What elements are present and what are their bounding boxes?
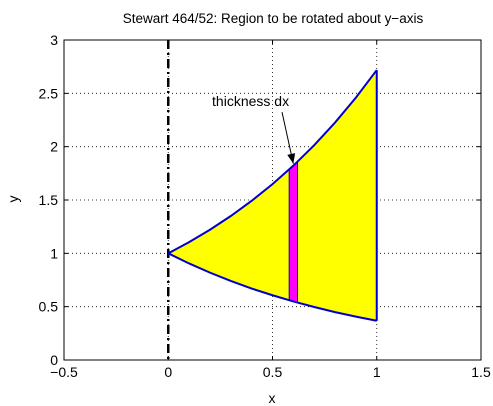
y-tick-label-6: 3: [50, 32, 58, 48]
y-tick-label-3: 1.5: [39, 192, 59, 208]
lower-curve: [167, 252, 377, 322]
axes-layer: −0.5 0 0.5 1 1.500.511.522.53: [39, 32, 491, 380]
x-tick-label-4: 1.5: [471, 364, 491, 380]
upper-curve: [167, 69, 378, 255]
annotation-text: thickness dx: [212, 93, 289, 109]
x-tick-label-2: 0.5: [263, 364, 283, 380]
x-tick-label-0: −0.5: [50, 364, 78, 380]
y-tick-label-4: 2: [50, 139, 58, 155]
region-fill: [168, 70, 377, 321]
x-tick-label-3: 1: [373, 364, 381, 380]
region-layer: [167, 40, 378, 360]
annotation-layer: thickness dx: [212, 93, 296, 164]
y-tick-label-1: 0.5: [39, 299, 59, 315]
x-axis-label: x: [269, 390, 276, 406]
x-tick-label-1: 0: [164, 364, 172, 380]
chart-title: Stewart 464/52: Region to be rotated abo…: [123, 11, 424, 26]
y-axis-label: y: [5, 196, 21, 203]
y-tick-label-2: 1: [50, 245, 58, 261]
y-tick-label-5: 2.5: [39, 85, 59, 101]
y-tick-label-0: 0: [50, 352, 58, 368]
annotation-arrow-head: [287, 153, 296, 164]
strip-dx: [288, 160, 299, 304]
